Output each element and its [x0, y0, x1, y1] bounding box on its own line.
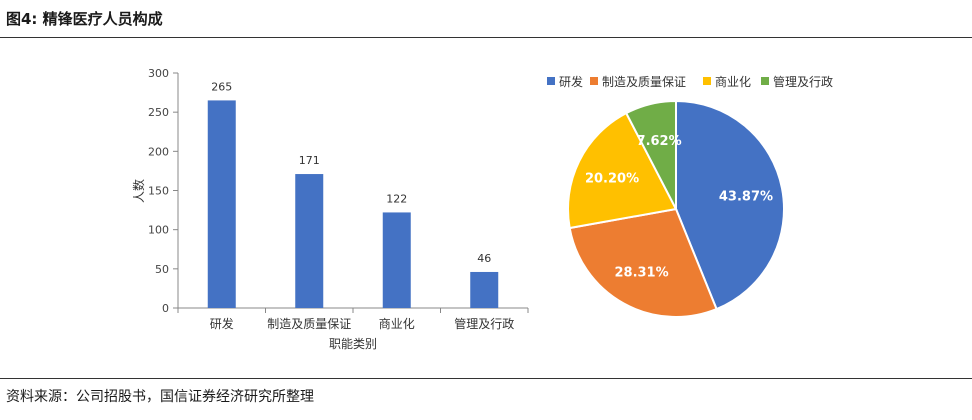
pie-slice-label: 20.20%	[585, 172, 639, 187]
y-tick-label: 300	[148, 67, 169, 80]
pie-slice	[567, 111, 678, 230]
bar-data-label: 265	[211, 80, 232, 93]
bar	[382, 212, 411, 308]
legend-swatch	[547, 77, 555, 85]
x-axis-title: 职能类别	[329, 337, 377, 351]
bar-chart: 0 50 100 150 200 250 300 人数 265 研发 171 制造及质量保证 122 商业…	[131, 67, 529, 351]
y-tick-label: 200	[148, 145, 169, 158]
y-axis-title: 人数	[131, 179, 146, 203]
x-category-label: 制造及质量保证	[267, 317, 351, 331]
y-tick-label: 100	[148, 224, 169, 237]
top-divider	[0, 37, 972, 38]
legend-swatch	[590, 77, 598, 85]
y-tick-label: 0	[162, 302, 169, 315]
bar	[295, 174, 324, 308]
legend-swatch	[761, 77, 769, 85]
pie-chart: 43.87% 28.31% 20.20% 7.62% 研发 制造及质量保证 商业化 管理及行政	[547, 74, 833, 318]
bar	[207, 100, 236, 309]
pie-slice	[568, 207, 718, 318]
legend-label: 制造及质量保证	[602, 75, 686, 89]
y-tick-label: 250	[148, 106, 169, 119]
x-category-label: 研发	[210, 316, 234, 331]
bar-data-label: 46	[477, 252, 491, 265]
pie-legend: 研发 制造及质量保证 商业化 管理及行政	[547, 74, 833, 89]
pie-slice	[675, 99, 785, 311]
legend-label: 商业化	[715, 74, 751, 89]
bar-data-label: 122	[386, 192, 407, 205]
y-tick-label: 150	[148, 185, 169, 198]
figure-title: 图4: 精锋医疗人员构成	[6, 10, 163, 28]
legend-label: 研发	[559, 74, 583, 89]
bar	[470, 271, 499, 308]
pie-slice	[624, 99, 677, 210]
legend-swatch	[703, 77, 711, 85]
bottom-divider	[0, 378, 972, 379]
bar-data-label: 171	[299, 154, 320, 167]
figure-source: 资料来源：公司招股书，国信证券经济研究所整理	[6, 389, 314, 405]
pie-slice-label: 28.31%	[614, 265, 668, 280]
pie-slice-label: 43.87%	[719, 189, 773, 204]
y-tick-label: 50	[155, 263, 169, 276]
x-category-label: 商业化	[379, 316, 415, 331]
pie-slice-label: 7.62%	[637, 134, 682, 149]
x-category-label: 管理及行政	[454, 316, 514, 331]
legend-label: 管理及行政	[773, 74, 833, 89]
